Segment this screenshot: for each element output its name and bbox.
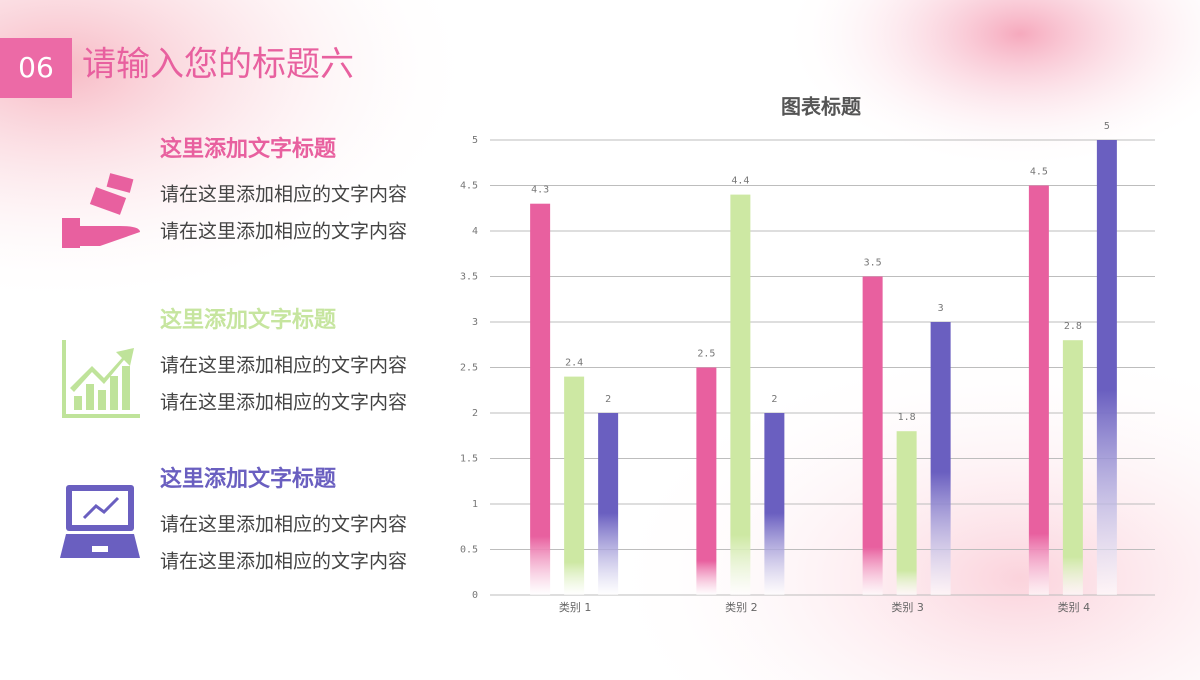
chart-title: 图表标题 (781, 95, 862, 119)
item-text: 请在这里添加相应的文字内容 (160, 221, 407, 243)
data-label: 2 (605, 394, 611, 405)
x-tick-label: 类别 4 (1058, 600, 1091, 614)
bar (1096, 140, 1117, 595)
number-box (0, 38, 72, 98)
data-label: 4.5 (1030, 167, 1048, 178)
item-title: 这里添加文字标题 (160, 136, 337, 162)
y-tick-label: 2 (472, 408, 478, 419)
bar (896, 431, 917, 595)
item-text: 请在这里添加相应的文字内容 (160, 514, 407, 536)
y-tick-label: 2.5 (460, 363, 478, 374)
y-tick-label: 3 (472, 317, 478, 328)
item-title: 这里添加文字标题 (160, 466, 337, 492)
data-label: 2.4 (565, 358, 583, 369)
money-icon (62, 173, 140, 248)
laptop-icon (60, 485, 140, 558)
y-tick-label: 0.5 (460, 545, 478, 556)
y-tick-label: 3.5 (460, 272, 478, 283)
bar (862, 276, 883, 595)
data-label: 3 (938, 303, 944, 314)
x-tick-label: 类别 1 (559, 600, 592, 614)
item-title: 这里添加文字标题 (160, 307, 337, 333)
y-tick-label: 4 (472, 226, 478, 237)
bar (764, 413, 785, 595)
item-text: 请在这里添加相应的文字内容 (160, 355, 407, 377)
slide-title: 请输入您的标题六 (82, 45, 354, 85)
data-label: 2.5 (697, 349, 715, 360)
bar (530, 203, 551, 595)
y-tick-label: 5 (472, 135, 478, 146)
data-label: 2 (771, 394, 777, 405)
slide-number: 06 (18, 51, 54, 84)
item-text: 请在这里添加相应的文字内容 (160, 392, 407, 414)
bar (1062, 340, 1083, 595)
y-tick-label: 1.5 (460, 454, 478, 465)
data-label: 1.8 (898, 412, 916, 423)
y-tick-label: 1 (472, 499, 478, 510)
data-label: 5 (1104, 121, 1110, 132)
data-label: 4.4 (731, 176, 749, 187)
bar (598, 413, 619, 595)
bar (1028, 185, 1049, 595)
x-tick-label: 类别 3 (891, 600, 924, 614)
y-tick-label: 4.5 (460, 181, 478, 192)
bar (696, 367, 717, 595)
item-text: 请在这里添加相应的文字内容 (160, 184, 407, 206)
item-text: 请在这里添加相应的文字内容 (160, 551, 407, 573)
data-label: 2.8 (1064, 321, 1082, 332)
data-label: 3.5 (864, 258, 882, 269)
bar (730, 194, 751, 595)
data-label: 4.3 (531, 185, 549, 196)
growth-icon (62, 340, 140, 418)
x-tick-label: 类别 2 (725, 600, 758, 614)
y-tick-label: 0 (472, 590, 478, 601)
bar (564, 376, 585, 595)
bar (930, 322, 951, 595)
